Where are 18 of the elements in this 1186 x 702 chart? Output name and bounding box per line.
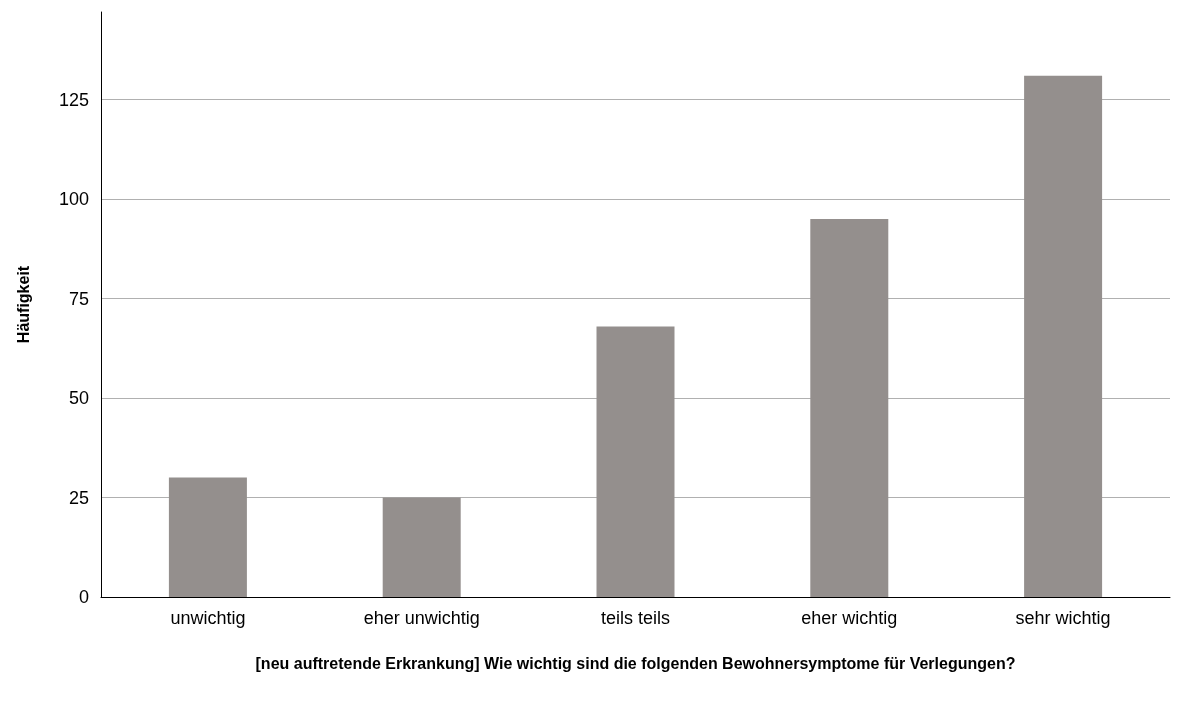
x-tick-label: teils teils (600, 608, 671, 628)
bar (1024, 75, 1103, 597)
x-axis-title: [neu auftretende Erkrankung] Wie wichtig sind die folgenden Bewohnersymptome für Verlegungen? (255, 655, 1016, 672)
y-axis-title: Häufigkeit (14, 265, 32, 344)
x-tick-label: unwichtig (170, 608, 246, 628)
y-tick-label: 50 (68, 388, 89, 409)
y-tick-label: 25 (68, 487, 89, 508)
x-tick-label: eher wichtig (801, 608, 898, 628)
bar (382, 497, 461, 597)
bar (168, 477, 247, 597)
bar (596, 326, 675, 597)
y-tick-label: 100 (58, 189, 89, 210)
x-tick-label: sehr wichtig (1015, 608, 1111, 628)
y-tick-label: 125 (58, 89, 89, 110)
x-tick-label: eher unwichtig (363, 608, 480, 628)
y-tick-label: 0 (78, 587, 89, 607)
bar (810, 218, 889, 597)
y-tick-label: 75 (68, 288, 89, 309)
